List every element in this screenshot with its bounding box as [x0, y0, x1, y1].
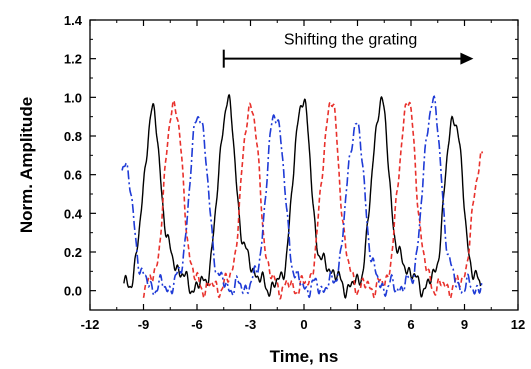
- y-axis-title: Norm. Amplitude: [17, 97, 36, 233]
- y-tick-label: 1.4: [64, 13, 83, 28]
- x-tick-label: -6: [191, 317, 203, 332]
- y-tick-label: 0.8: [64, 129, 82, 144]
- y-tick-label: 0.0: [64, 284, 82, 299]
- y-tick-label: 0.6: [64, 168, 82, 183]
- annotation: Shifting the grating: [222, 32, 474, 68]
- x-tick-label: 12: [511, 317, 525, 332]
- annotation-arrowhead: [460, 52, 474, 65]
- y-tick-label: 0.2: [64, 245, 82, 260]
- x-tick-label: 6: [407, 317, 414, 332]
- ticks-layer: -12 -9 -6 -3 0 3 6 9 12 0.0 0.2 0.4 0.6 0.8 1.0 1.2 1.4: [64, 13, 525, 332]
- plot-border: [89, 19, 519, 311]
- x-tick-label: -3: [245, 317, 257, 332]
- x-tick-label: 0: [300, 317, 307, 332]
- series-line-dashed: [142, 99, 484, 300]
- x-tick-label: 9: [461, 317, 468, 332]
- x-tick-label: -12: [81, 317, 100, 332]
- plot-frame: [89, 19, 519, 311]
- series-line-solid: [123, 93, 482, 299]
- y-tick-label: 1.0: [64, 90, 82, 105]
- x-tick-label: 3: [354, 317, 361, 332]
- x-tick-label: -9: [138, 317, 150, 332]
- series-line-dash-dot: [121, 95, 484, 299]
- series-layer: [121, 93, 484, 300]
- annotation-text: Shifting the grating: [284, 32, 417, 49]
- y-tick-label: 0.4: [64, 206, 83, 221]
- y-tick-label: 1.2: [64, 52, 82, 67]
- x-axis-title: Time, ns: [270, 347, 339, 366]
